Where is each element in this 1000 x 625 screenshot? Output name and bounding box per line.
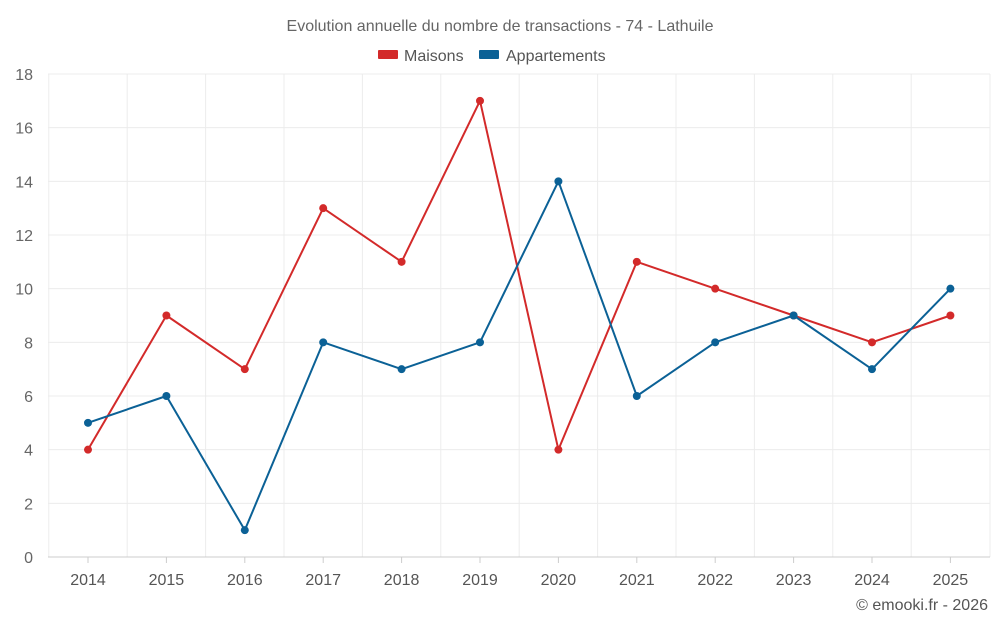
data-point-appartements bbox=[476, 338, 484, 347]
y-tick-label: 16 bbox=[15, 121, 33, 138]
y-tick-label: 4 bbox=[24, 443, 33, 460]
y-tick-label: 18 bbox=[15, 67, 33, 84]
x-tick-label: 2021 bbox=[619, 572, 655, 589]
data-point-appartements bbox=[554, 177, 563, 186]
x-tick-label: 2015 bbox=[149, 572, 185, 589]
grid bbox=[48, 73, 991, 557]
series-line-maisons bbox=[87, 99, 951, 451]
x-tick-label: 2016 bbox=[227, 572, 263, 589]
data-point-appartements bbox=[84, 418, 92, 427]
legend-label-appartements[interactable]: Appartements bbox=[506, 48, 606, 65]
data-point-maisons bbox=[397, 257, 406, 266]
data-point-maisons bbox=[240, 365, 249, 374]
y-tick-label: 14 bbox=[15, 174, 33, 191]
y-tick-label: 8 bbox=[24, 335, 33, 352]
x-tick-label: 2023 bbox=[776, 572, 812, 589]
x-tick-label: 2022 bbox=[697, 572, 733, 589]
data-point-appartements bbox=[319, 338, 328, 347]
x-axis-ticks: 2014 2015 2016 2017 2018 2019 2020 2021 2022 2023… bbox=[70, 557, 968, 589]
legend-swatch-maisons bbox=[378, 50, 398, 59]
y-tick-label: 0 bbox=[24, 550, 33, 567]
data-point-maisons bbox=[946, 311, 955, 320]
y-tick-label: 12 bbox=[15, 228, 33, 245]
data-point-appartements bbox=[868, 365, 876, 374]
x-tick-label: 2025 bbox=[933, 572, 969, 589]
data-point-maisons bbox=[84, 445, 92, 454]
y-tick-label: 6 bbox=[24, 389, 33, 406]
x-tick-label: 2014 bbox=[70, 572, 106, 589]
data-point-appartements bbox=[240, 526, 249, 535]
y-tick-label: 2 bbox=[24, 496, 33, 513]
data-point-maisons bbox=[319, 204, 328, 213]
data-point-maisons bbox=[632, 257, 641, 266]
y-tick-label: 10 bbox=[15, 282, 33, 299]
credit-text: © emooki.fr - 2026 bbox=[856, 597, 988, 614]
chart-title: Evolution annuelle du nombre de transact… bbox=[287, 18, 714, 35]
series-group bbox=[84, 96, 955, 535]
x-tick-label: 2020 bbox=[541, 572, 577, 589]
series-line-appartements bbox=[87, 180, 952, 532]
legend-label-maisons[interactable]: Maisons bbox=[404, 48, 464, 65]
data-point-maisons bbox=[868, 338, 876, 347]
legend: Maisons Appartements bbox=[378, 48, 606, 65]
data-point-appartements bbox=[397, 365, 406, 374]
data-point-maisons bbox=[476, 96, 484, 105]
data-point-maisons bbox=[162, 311, 171, 320]
data-point-appartements bbox=[711, 338, 720, 347]
x-tick-label: 2024 bbox=[854, 572, 890, 589]
data-point-appartements bbox=[162, 392, 171, 400]
x-tick-label: 2017 bbox=[305, 572, 341, 589]
data-point-maisons bbox=[554, 445, 563, 454]
legend-swatch-appartements bbox=[479, 50, 499, 59]
data-point-appartements bbox=[789, 311, 798, 320]
y-axis-ticks: 0 2 4 6 8 10 12 14 16 18 bbox=[15, 67, 33, 567]
data-point-appartements bbox=[632, 392, 641, 400]
data-point-appartements bbox=[946, 284, 955, 293]
x-tick-label: 2019 bbox=[462, 572, 498, 589]
x-tick-label: 2018 bbox=[384, 572, 420, 589]
data-point-maisons bbox=[711, 284, 720, 293]
